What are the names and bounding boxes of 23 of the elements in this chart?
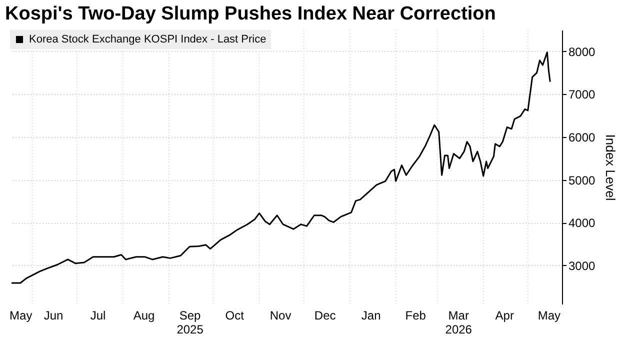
x-tick-label: May xyxy=(538,308,560,322)
legend-label: Korea Stock Exchange KOSPI Index - Last Price xyxy=(29,34,266,46)
y-tick-label: 6000 xyxy=(568,130,596,145)
x-tick-label: Jan xyxy=(361,308,381,322)
y-tick-label: 4000 xyxy=(568,216,596,230)
x-tick-label: Dec xyxy=(314,308,336,322)
x-tick-label: Sep 2025 xyxy=(176,308,204,336)
x-tick-label: May xyxy=(10,308,32,322)
y-axis-title: Index Level xyxy=(603,134,618,201)
x-tick-label: Feb xyxy=(405,308,426,322)
line-series xyxy=(10,52,551,284)
x-tick-label: Apr xyxy=(495,308,514,322)
x-tick-label: Nov xyxy=(270,308,292,322)
x-tick-label: Mar 2026 xyxy=(445,308,472,336)
x-tick-label: Oct xyxy=(225,308,245,322)
x-tick-label: Aug xyxy=(133,308,155,322)
y-tick-label: 3000 xyxy=(568,258,596,273)
chart-title: Kospi's Two-Day Slump Pushes Index Near Correction xyxy=(5,4,496,24)
y-tick-label: 8000 xyxy=(568,44,596,59)
y-tick-label: 5000 xyxy=(568,173,596,188)
y-tick-label: 7000 xyxy=(568,88,596,102)
x-tick-label: Jul xyxy=(90,308,106,322)
x-tick-label: Jun xyxy=(44,308,64,322)
